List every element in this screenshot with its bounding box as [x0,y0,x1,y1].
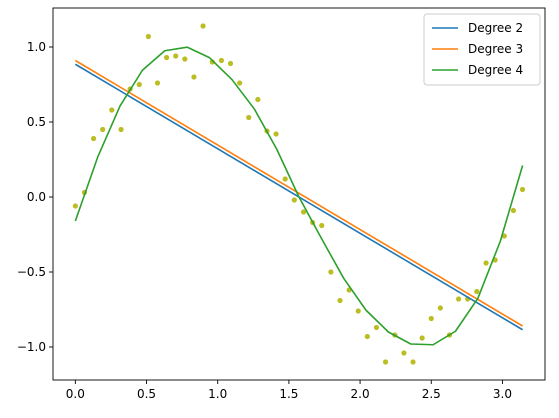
x-tick-label: 1.5 [279,387,298,401]
legend-box [423,13,541,86]
legend-label-2: Degree 3 [468,42,523,56]
legend-label-3: Degree 4 [468,63,523,77]
y-tick-label: −0.5 [17,265,46,279]
data-point [291,197,297,203]
data-point [227,60,234,67]
data-point [164,54,170,61]
x-tick-label: 3.0 [493,387,512,401]
data-point [237,80,243,86]
data-point [173,53,179,59]
data-point [337,297,343,304]
y-tick-label: 1.0 [27,40,46,54]
data-point [200,23,206,29]
data-point [182,56,188,62]
axes: 0.0 0.5 1.0 1.5 2.0 2.5 3.0 −1.0 −0.5 0.0 0.5 1.0 [17,7,546,401]
data-point [410,359,416,365]
data-point [154,80,161,86]
data-point [382,359,389,365]
data-point [118,126,124,133]
x-tick-label: 2.0 [351,387,370,401]
data-point [428,315,434,322]
data-point [455,296,462,302]
data-point [474,288,480,295]
x-tick-label: 2.5 [422,387,441,401]
series-line-3 [74,46,524,346]
plot-frame [52,7,546,381]
data-point [401,350,407,356]
scatter-points [72,23,526,365]
x-tick-label: 0.0 [66,387,85,401]
x-tick-label: 1.0 [208,387,227,401]
y-tick-label: 0.0 [27,190,46,204]
data-point [328,269,334,275]
data-point [373,324,380,331]
data-point [255,96,261,103]
data-point [483,260,489,266]
data-point [109,107,115,113]
data-point [246,114,252,121]
data-point [300,209,307,215]
series-line-2 [74,59,523,327]
data-point [437,305,443,311]
y-tick-label: −1.0 [17,340,46,354]
data-point [510,207,516,214]
data-point [273,131,279,137]
data-point [90,135,97,142]
data-point [100,126,106,133]
data-point [136,81,142,88]
data-point [282,176,288,182]
data-point [218,57,225,64]
data-point [364,333,370,340]
data-point [419,335,425,341]
x-tick-label: 0.5 [137,387,156,401]
data-point [145,33,151,40]
legend: Degree 2 Degree 3 Degree 4 [423,13,541,86]
legend-label-1: Degree 2 [468,21,523,35]
series-lines [74,46,524,346]
data-point [519,186,526,193]
data-point [72,203,78,209]
data-point [355,308,361,314]
data-point [191,74,197,80]
y-tick-label: 0.5 [27,115,46,129]
data-point [319,222,325,229]
